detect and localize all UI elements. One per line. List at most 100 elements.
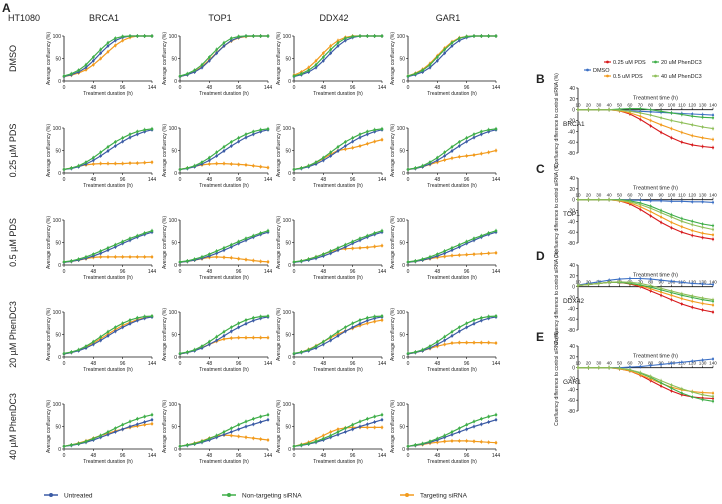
series-targeting-sirna	[62, 160, 154, 172]
y-tick-label: 0	[572, 285, 575, 291]
x-tick-label: 96	[236, 453, 242, 459]
data-point	[465, 427, 468, 431]
y-tick-label: 50	[171, 241, 177, 247]
x-tick-label: 0	[293, 361, 296, 367]
legend-marker	[606, 74, 609, 78]
data-point	[639, 107, 642, 110]
data-point	[659, 110, 663, 113]
column-header-gar1: GAR1	[436, 13, 461, 23]
data-point	[322, 156, 325, 159]
data-point	[128, 420, 132, 423]
x-tick-label: 0	[293, 85, 296, 91]
y-tick-label: 50	[171, 57, 177, 63]
x-tick-label: 20	[586, 361, 592, 366]
data-point	[300, 72, 303, 76]
data-point	[421, 442, 424, 445]
series-untreated	[406, 127, 498, 172]
data-point	[351, 427, 354, 431]
data-point	[659, 381, 663, 384]
y-axis-title: Average confluency (%)	[162, 308, 168, 361]
x-tick-label: 100	[668, 193, 676, 198]
data-point	[292, 445, 296, 448]
data-point	[230, 434, 233, 437]
x-axis-title: Treatment duration (h)	[83, 91, 133, 97]
x-axis-title: Treatment duration (h)	[199, 367, 249, 373]
data-point	[208, 252, 211, 256]
data-point	[222, 149, 226, 153]
data-point	[380, 413, 384, 417]
data-point	[711, 116, 715, 119]
gene-label: TOP1	[563, 211, 580, 218]
data-point	[193, 164, 196, 168]
data-point	[597, 282, 600, 285]
data-point	[494, 251, 498, 255]
x-axis-title: Treatment duration (h)	[313, 367, 363, 373]
data-point	[208, 55, 211, 59]
data-point	[244, 436, 248, 439]
subplot-ddx42-row-2: 0 50 100 0 48 96 144 Treatment duration (h) Aver…	[276, 216, 386, 281]
x-tick-label: 20	[586, 103, 592, 108]
data-point	[230, 140, 233, 144]
series-untreated	[292, 127, 384, 172]
data-point	[421, 348, 424, 352]
data-point	[406, 260, 410, 264]
data-point	[443, 339, 446, 342]
legend-label: Untreated	[64, 493, 93, 500]
x-tick-label: 20	[586, 193, 592, 198]
x-axis-title: Treatment duration (h)	[199, 91, 249, 97]
data-point	[711, 238, 715, 241]
x-axis-title: Treatment duration (h)	[313, 275, 363, 281]
data-point	[494, 127, 498, 131]
y-tick-label: -60	[568, 317, 575, 323]
data-point	[659, 379, 663, 382]
data-point	[373, 245, 376, 248]
data-point	[208, 343, 211, 346]
data-point	[373, 415, 376, 418]
x-axis-title: Treatment duration (h)	[83, 459, 133, 465]
data-point	[458, 439, 461, 443]
data-point	[701, 136, 704, 139]
x-tick-label: 48	[207, 453, 213, 459]
y-tick-label: 40	[569, 176, 575, 182]
x-axis-title: Treatment duration (h)	[83, 367, 133, 373]
data-point	[329, 151, 332, 154]
data-point	[465, 253, 468, 256]
data-point	[344, 430, 347, 434]
x-tick-label: 30	[596, 103, 602, 108]
data-point	[659, 363, 663, 366]
series-line	[578, 367, 714, 400]
legend-label: DMSO	[593, 68, 610, 74]
data-point	[414, 443, 417, 447]
x-tick-label: 144	[148, 361, 157, 367]
data-point	[99, 339, 102, 342]
x-tick-label: 0	[293, 177, 296, 183]
x-tick-label: 120	[688, 103, 696, 108]
data-point	[366, 246, 369, 249]
data-point	[322, 159, 325, 162]
data-point	[628, 368, 632, 371]
data-point	[252, 319, 255, 322]
data-point	[215, 335, 218, 339]
x-axis-title: Treatment duration (h)	[313, 183, 363, 189]
data-point	[252, 316, 255, 320]
data-point	[222, 41, 226, 45]
data-point	[691, 360, 694, 363]
data-point	[701, 393, 704, 396]
y-axis-title: Average confluency (%)	[276, 32, 282, 85]
x-tick-label: 140	[709, 361, 717, 366]
data-point	[472, 318, 476, 322]
data-point	[659, 209, 663, 212]
x-tick-label: 50	[617, 103, 623, 108]
data-point	[711, 395, 715, 398]
data-point	[329, 430, 332, 434]
data-point	[587, 198, 590, 201]
y-tick-label: 0	[174, 355, 177, 361]
data-point	[406, 168, 410, 171]
data-point	[244, 336, 248, 339]
x-tick-label: 50	[617, 361, 623, 366]
data-point	[587, 366, 590, 369]
y-tick-label: 20	[569, 355, 575, 361]
data-point	[443, 343, 446, 346]
x-tick-label: 144	[264, 85, 273, 91]
data-point	[487, 252, 490, 255]
